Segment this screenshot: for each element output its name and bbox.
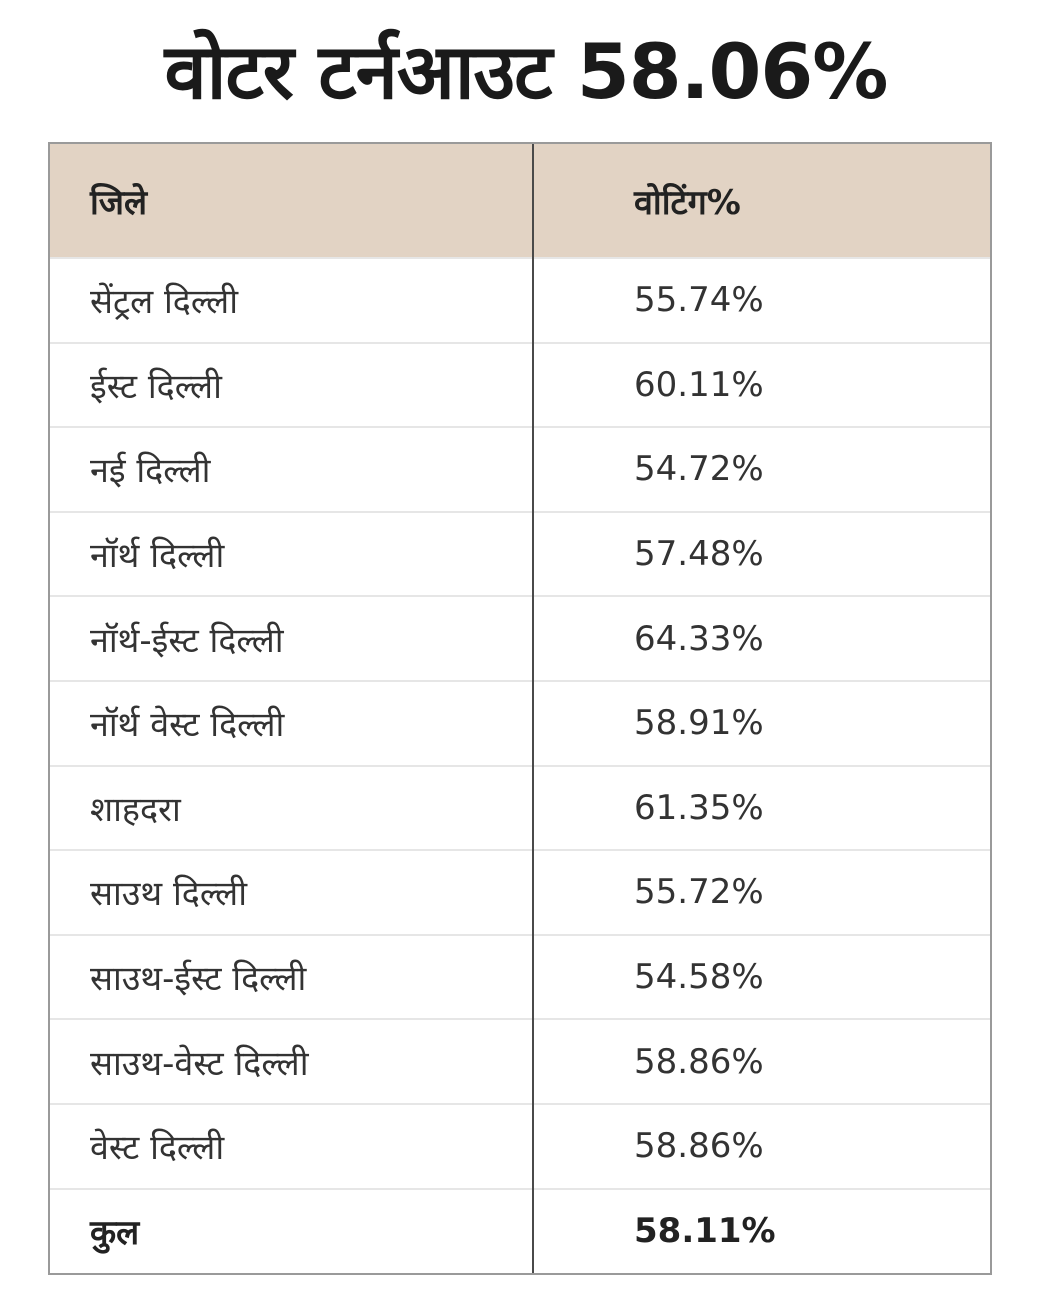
district-column-header: जिले (50, 144, 534, 258)
percent-cell: 60.11% (533, 341, 990, 428)
table-row: ईस्ट दिल्ली 60.11% (50, 341, 990, 428)
percent-cell: 57.48% (533, 510, 990, 597)
district-cell: शाहदरा (50, 764, 534, 851)
table-row: साउथ-ईस्ट दिल्ली 54.58% (50, 933, 990, 1020)
district-cell: नॉर्थ दिल्ली (50, 510, 534, 597)
table-row: नॉर्थ-ईस्ट दिल्ली 64.33% (50, 595, 990, 681)
district-cell: नॉर्थ वेस्ट दिल्ली (50, 679, 534, 766)
table-row: वेस्ट दिल्ली 58.86% (50, 1102, 990, 1189)
district-cell: नॉर्थ-ईस्ट दिल्ली (50, 595, 534, 681)
table-row: नॉर्थ वेस्ट दिल्ली 58.91% (50, 679, 990, 766)
page-title: वोटर टर्नआउट 58.06% (164, 27, 889, 116)
district-cell: साउथ-वेस्ट दिल्ली (50, 1018, 534, 1104)
total-value: 58.11% (533, 1187, 990, 1274)
table-header-row: जिले वोटिंग% (50, 144, 990, 258)
table-row: शाहदरा 61.35% (50, 764, 990, 851)
total-row: कुल 58.11% (50, 1187, 990, 1274)
percent-cell: 64.33% (533, 595, 990, 681)
turnout-table: जिले वोटिंग% सेंट्रल दिल्ली 55.74% ईस्ट … (48, 142, 992, 1276)
district-cell: ईस्ट दिल्ली (50, 341, 534, 428)
district-cell: वेस्ट दिल्ली (50, 1102, 534, 1189)
percent-cell: 55.74% (533, 257, 990, 343)
table-row: नॉर्थ दिल्ली 57.48% (50, 510, 990, 597)
percent-cell: 54.72% (533, 426, 990, 512)
percent-cell: 61.35% (533, 764, 990, 851)
total-label: कुल (50, 1187, 534, 1274)
district-cell: साउथ दिल्ली (50, 849, 534, 935)
percent-cell: 58.91% (533, 679, 990, 766)
table-row: साउथ दिल्ली 55.72% (50, 849, 990, 935)
voting-percent-column-header: वोटिंग% (634, 182, 741, 223)
percent-cell: 58.86% (533, 1018, 990, 1104)
district-cell: नई दिल्ली (50, 426, 534, 512)
percent-cell: 58.86% (533, 1102, 990, 1189)
table-row: सेंट्रल दिल्ली 55.74% (50, 257, 990, 343)
table-row: नई दिल्ली 54.72% (50, 426, 990, 512)
percent-cell: 55.72% (533, 849, 990, 935)
district-cell: सेंट्रल दिल्ली (50, 257, 534, 343)
percent-cell: 54.58% (533, 933, 990, 1020)
district-cell: साउथ-ईस्ट दिल्ली (50, 933, 534, 1020)
table-row: साउथ-वेस्ट दिल्ली 58.86% (50, 1018, 990, 1104)
